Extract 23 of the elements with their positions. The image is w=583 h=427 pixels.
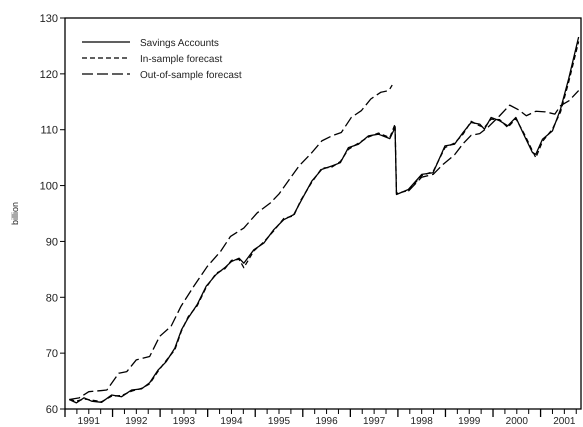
x-tick-label: 2000 [506,416,528,427]
y-tick-label: 60 [46,404,58,416]
x-tick-label: 1996 [315,416,338,427]
x-tick-label: 1995 [268,416,291,427]
y-axis-title: billion [10,202,20,226]
y-tick-label: 100 [40,180,58,193]
legend-label: Out-of-sample forecast [140,70,242,81]
x-tick-label: 2001 [553,416,576,427]
y-tick-label: 130 [40,13,58,25]
y-tick-label: 80 [46,292,58,304]
x-tick-label: 1999 [458,416,481,427]
y-tick-label: 120 [40,68,58,81]
x-tick-label: 1994 [220,416,244,427]
x-tick-label: 1991 [78,416,100,427]
legend-label: Savings Accounts [140,38,219,49]
x-tick-label: 1992 [125,416,148,427]
x-tick-label: 1993 [172,416,196,427]
y-tick-label: 110 [40,124,58,137]
x-tick-label: 1997 [363,416,386,427]
x-tick-label: 1998 [410,416,434,427]
legend-label: In-sample forecast [140,54,222,65]
y-tick-label: 90 [46,236,58,248]
y-tick-label: 70 [46,348,58,360]
